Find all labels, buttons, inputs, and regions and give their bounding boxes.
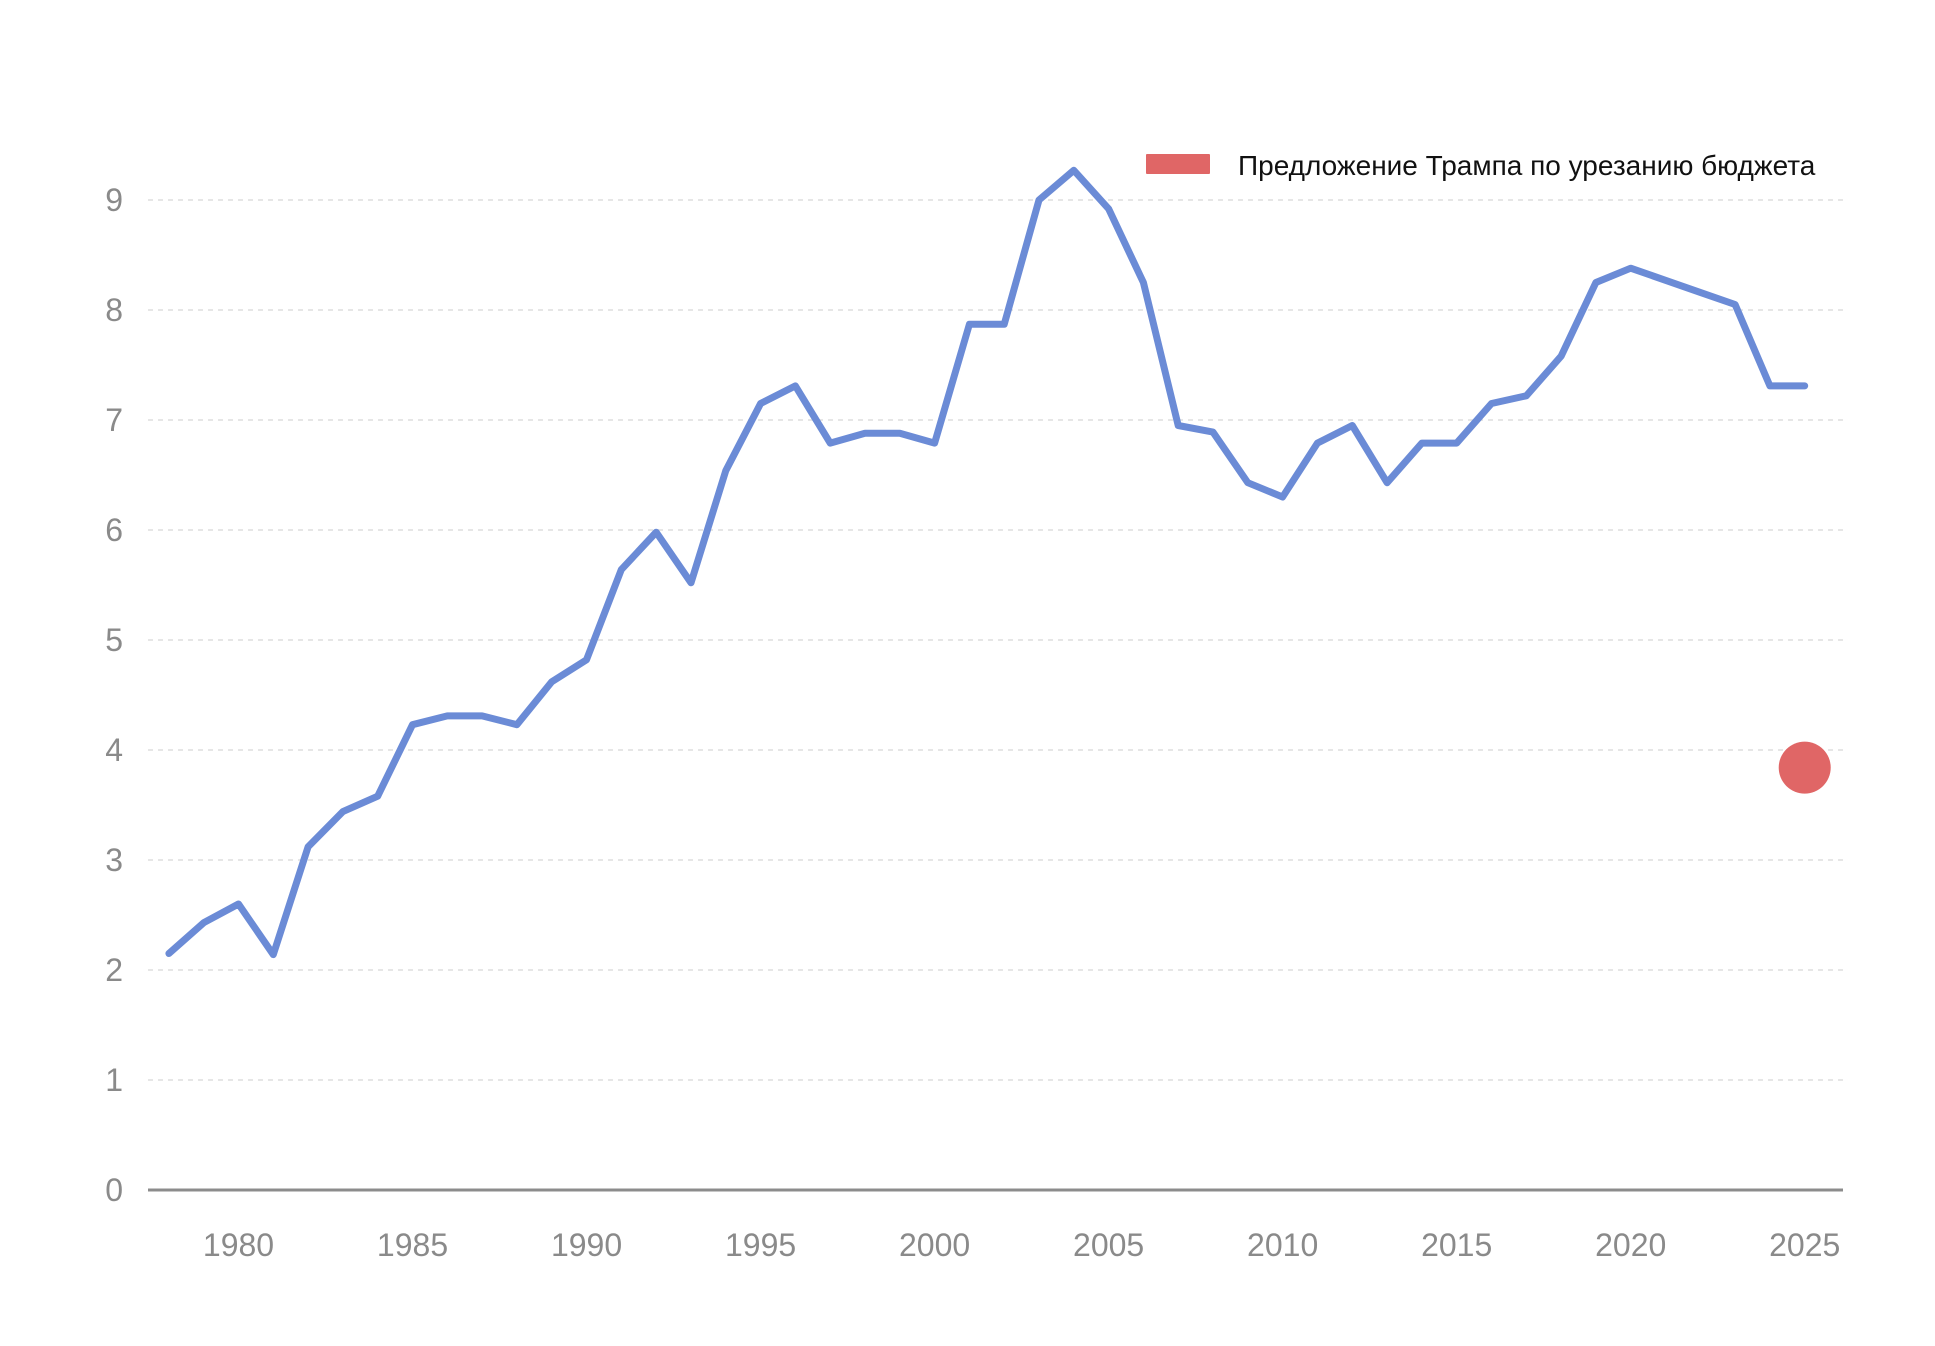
x-tick-label: 2025: [1769, 1227, 1840, 1263]
y-tick-label: 6: [105, 512, 123, 548]
series-line: [165, 166, 1809, 959]
y-tick-label: 5: [105, 622, 123, 658]
y-tick-label: 8: [105, 292, 123, 328]
x-tick-label: 2015: [1421, 1227, 1492, 1263]
x-tick-labels: 1980 1985 1990 1995 2000 2005 2010 2015 2020 2025: [203, 1227, 1840, 1263]
y-tick-label: 0: [105, 1172, 123, 1208]
x-tick-label: 1990: [551, 1227, 622, 1263]
legend-swatch: [1146, 154, 1210, 174]
y-tick-label: 1: [105, 1062, 123, 1098]
y-tick-label: 3: [105, 842, 123, 878]
y-tick-label: 2: [105, 952, 123, 988]
grid-lines: [148, 199, 1843, 1081]
y-tick-labels: 0 1 2 3 4 5 6 7 8 9: [105, 182, 123, 1208]
y-tick-label: 4: [105, 732, 123, 768]
x-tick-label: 2010: [1247, 1227, 1318, 1263]
legend-label: Предложение Трампа по урезанию бюджета: [1238, 150, 1816, 181]
y-tick-label: 7: [105, 402, 123, 438]
x-tick-label: 2020: [1595, 1227, 1666, 1263]
x-tick-label: 1995: [725, 1227, 796, 1263]
plot-area: [165, 166, 1831, 959]
x-tick-label: 1980: [203, 1227, 274, 1263]
x-tick-label: 2005: [1073, 1227, 1144, 1263]
data-point-marker: [1778, 741, 1831, 794]
y-tick-label: 9: [105, 182, 123, 218]
x-tick-label: 2000: [899, 1227, 970, 1263]
legend: Предложение Трампа по урезанию бюджета: [1146, 150, 1816, 181]
x-tick-label: 1985: [377, 1227, 448, 1263]
